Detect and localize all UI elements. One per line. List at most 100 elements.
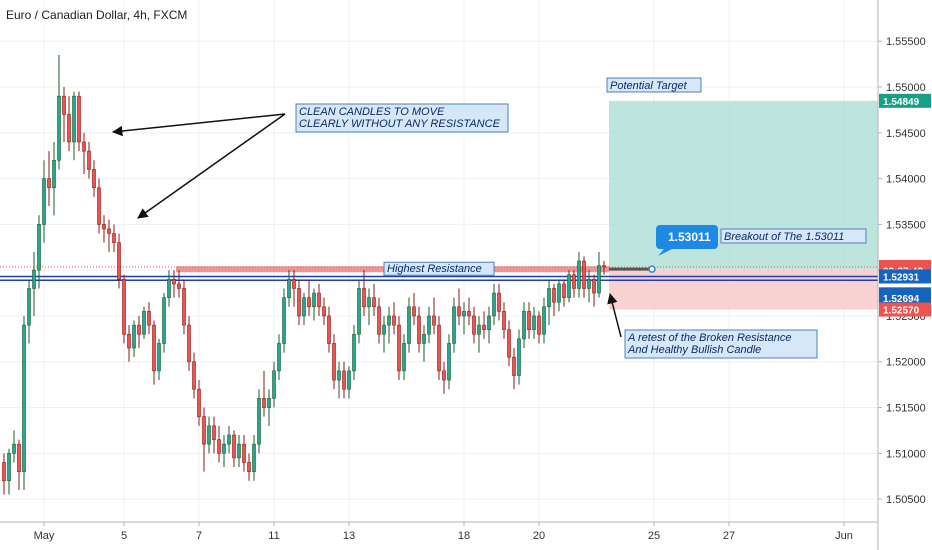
candle-body [197, 388, 201, 417]
candle [177, 270, 181, 298]
candle-body [372, 297, 376, 308]
time-axis[interactable]: May 5 7 11 13 18 20 25 27 Jun [0, 521, 878, 542]
candle [337, 361, 341, 399]
breakout-note[interactable]: Breakout of The 1.53011 [720, 228, 867, 244]
candle [52, 141, 56, 216]
candle-body [377, 306, 381, 335]
candle-body [32, 269, 36, 289]
candle [357, 279, 361, 344]
candle [107, 219, 111, 252]
breakout-badge-text: 1.53011 [668, 230, 711, 244]
candle-body [177, 283, 181, 289]
candle [547, 279, 551, 326]
candle-body [327, 315, 331, 344]
candle-body [342, 370, 346, 390]
candle-body [282, 297, 286, 344]
candle [152, 320, 156, 385]
x-tick-label: 18 [458, 530, 470, 542]
chart-title: Euro / Canadian Dollar, 4h, FXCM [6, 8, 187, 22]
candle [602, 261, 606, 275]
candle [182, 279, 186, 335]
candle [407, 297, 411, 353]
x-tick-label: 5 [121, 530, 127, 542]
candle-body [472, 315, 476, 335]
candle-body [37, 224, 41, 271]
candle [137, 315, 141, 348]
candle [467, 297, 471, 326]
candle [487, 306, 491, 344]
retest-note-box [624, 329, 818, 359]
candle-body [422, 333, 426, 344]
candle [342, 361, 346, 399]
candle [437, 315, 441, 381]
y-tick-label: 1.54500 [886, 128, 926, 140]
candle [482, 311, 486, 339]
y-tick-label: 1.51500 [886, 403, 926, 415]
candle [392, 302, 396, 335]
retest-note-text: And Healthy Bullish Candle [627, 344, 761, 356]
candle [472, 306, 476, 344]
highest-resistance-text: Highest Resistance [387, 263, 482, 275]
candle-body [77, 95, 81, 143]
breakout-badge[interactable]: 1.53011 [648, 225, 718, 273]
candle-body [307, 297, 311, 308]
candle-body [87, 150, 91, 170]
candle [522, 302, 526, 348]
price-axis[interactable]: 1.555001.550001.545001.540001.535001.530… [877, 0, 932, 550]
price-label-box [879, 291, 931, 306]
potential-target-label[interactable]: Potential Target [606, 77, 702, 93]
candle [277, 334, 281, 381]
candle [397, 315, 401, 381]
candle [367, 288, 371, 326]
x-tick-label: 13 [343, 530, 355, 542]
candle-body [497, 292, 501, 312]
candle-body [72, 95, 76, 143]
candle [262, 370, 266, 417]
candle [412, 293, 416, 326]
x-tick-label: 25 [648, 530, 660, 542]
candle [477, 315, 481, 353]
candle-body [547, 288, 551, 308]
candle-body [157, 343, 161, 372]
highest-resistance-box [383, 261, 495, 276]
candle-body [312, 292, 316, 308]
candle-body [192, 361, 196, 390]
candle-body [182, 288, 186, 326]
price-label-box [879, 93, 931, 108]
candle [157, 338, 161, 381]
candle-body [122, 279, 126, 335]
candle-body [557, 283, 561, 303]
candle-body [477, 324, 481, 335]
candle-body [592, 279, 596, 294]
candle [7, 448, 11, 495]
price-label-blue: 1.52931 [879, 269, 931, 284]
candle [287, 270, 291, 307]
candle [2, 453, 6, 495]
candle-body [542, 306, 546, 335]
candle [427, 306, 431, 344]
price-label-text: 1.52570 [883, 306, 920, 317]
candle-body [362, 288, 366, 308]
candle [212, 416, 216, 454]
candle [87, 141, 91, 179]
candle-body [452, 306, 456, 344]
candle-body [382, 324, 386, 335]
arrow-to-drop [137, 113, 286, 219]
price-label-text: 1.52694 [883, 294, 920, 305]
candle-body [292, 279, 296, 289]
price-label-text: 1.54849 [883, 97, 920, 108]
candle-body [237, 443, 241, 459]
candle-body [217, 439, 221, 454]
candle [77, 91, 81, 152]
highest-resistance-label[interactable]: Highest Resistance [383, 261, 495, 276]
price-label-text: 1.52931 [883, 272, 920, 283]
candle [387, 306, 391, 344]
candle [422, 325, 426, 362]
grid-lines [0, 0, 878, 522]
clean-candles-note-text: CLEARLY WITHOUT ANY RESISTANCE [299, 118, 501, 130]
candle-body [42, 178, 46, 225]
y-tick-label: 1.55500 [886, 36, 926, 48]
